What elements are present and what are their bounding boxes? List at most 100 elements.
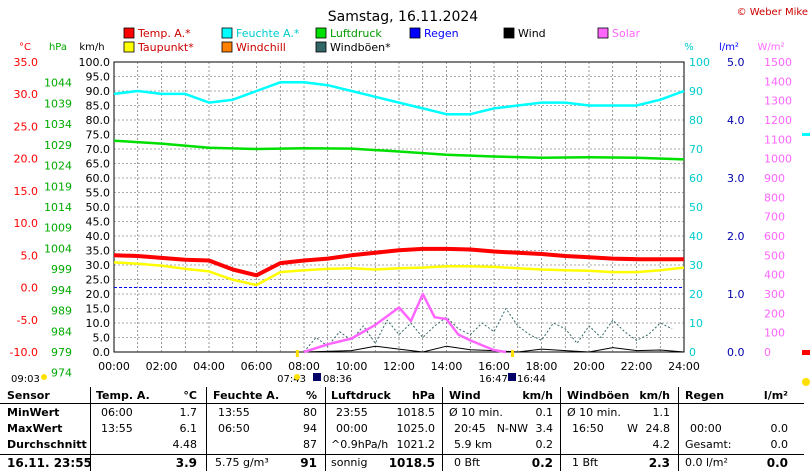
humidity-tick-label: 20 (689, 288, 703, 301)
cur-wind-time: 0 Bft (454, 456, 481, 469)
pressure-tick-label: 994 (51, 284, 72, 297)
max-hum-val: 94 (303, 422, 317, 435)
max-wind-dir: N-NW (496, 422, 528, 435)
x-tick-label: 12:00 (383, 360, 415, 373)
solar-tick-label: 700 (764, 211, 785, 224)
pressure-tick-label: 1039 (44, 97, 72, 110)
wind-tick-label: 65.0 (86, 158, 111, 171)
temp-marker (802, 350, 810, 355)
solar-tick-label: 500 (764, 249, 785, 262)
legend-swatch (503, 27, 515, 39)
hdr-hum: Feuchte A. (213, 389, 280, 402)
solar-tick-label: 600 (764, 230, 785, 243)
humidity-tick-label: 40 (689, 230, 703, 243)
solar-unit-label: W/m² (757, 42, 784, 53)
wind-tick-label: 15.0 (86, 303, 111, 316)
cur-rain-time: 0.0 l/m² (685, 456, 728, 469)
min-press-time: 23:55 (336, 406, 368, 419)
min-wind-time: Ø 10 min. (449, 406, 503, 419)
pressure-tick-label: 974 (51, 367, 72, 380)
cur-gust-time: 1 Bft (572, 456, 599, 469)
x-tick-label: 22:00 (621, 360, 653, 373)
min-press-val: 1018.5 (396, 406, 436, 419)
moonset-label: 16:44 (517, 374, 546, 385)
legend-swatch (123, 27, 135, 39)
min-gust-val: 1.1 (652, 406, 671, 419)
legend-swatch (221, 41, 233, 53)
x-tick-label: 16:00 (478, 360, 510, 373)
weather-chart: Samstag, 16.11.2024 © Weber Mike °C hPa … (10, 7, 810, 386)
wind-tick-label: 50.0 (86, 201, 111, 214)
cur-wind-val: 0.2 (531, 456, 553, 470)
legend-label: Windböen* (330, 41, 391, 54)
legend-swatch (315, 27, 327, 39)
rain-tick-label: 1.0 (727, 288, 745, 301)
humidity-tick-label: 0 (689, 346, 696, 359)
min-gust-time: Ø 10 min. (567, 406, 621, 419)
wind-tick-label: 75.0 (86, 129, 111, 142)
max-wind-val: 3.4 (535, 422, 554, 435)
avg-wind-time: 5.9 km (454, 438, 493, 451)
table-grid (0, 387, 804, 471)
pressure-tick-label: 1019 (44, 180, 72, 193)
pressure-tick-label: 999 (51, 263, 72, 276)
gust-series (303, 308, 673, 353)
legend-swatch (221, 27, 233, 39)
max-gust-time: 16:50 (572, 422, 604, 435)
hdr-gust: Windböen (567, 389, 630, 402)
legend-label: Regen (424, 27, 459, 40)
x-tick-label: 18:00 (526, 360, 558, 373)
wind-tick-label: 35.0 (86, 245, 111, 258)
max-hum-time: 06:50 (218, 422, 250, 435)
humidity-tick-label: 100 (689, 56, 710, 69)
cur-press-time: sonnig (331, 456, 368, 469)
moon-icon (313, 373, 321, 381)
legend: Temp. A.* Feuchte A.* Luftdruck Regen Wind So… (123, 27, 641, 54)
cur-rain-val: 0.0 (766, 456, 788, 470)
pressure-series (113, 139, 685, 161)
legend-label: Wind (518, 27, 546, 40)
temp-tick-label: 5.0 (21, 249, 39, 262)
hdr-rain-unit: l/m² (763, 389, 788, 402)
wind-tick-label: 95.0 (86, 71, 111, 84)
avg-press-time: ^0.9hPa/h (331, 438, 389, 451)
solar-series (303, 292, 507, 354)
legend-label: Windchill (236, 41, 286, 54)
rain-tick-label: 0.0 (727, 346, 745, 359)
min-hum-time: 13:55 (218, 406, 250, 419)
min-temp-time: 06:00 (101, 406, 133, 419)
max-temp-time: 13:55 (101, 422, 133, 435)
wind-tick-label: 55.0 (86, 187, 111, 200)
avg-gust-val: 4.2 (652, 438, 671, 451)
avg-press-val: 1021.2 (396, 438, 436, 451)
humidity-tick-label: 10 (689, 317, 703, 330)
humidity-unit-label: % (684, 42, 694, 53)
cur-hum-time: 5.75 g/m³ (215, 456, 269, 469)
cur-temp-val: 3.9 (175, 456, 197, 470)
temp-tick-label: 20.0 (14, 153, 39, 166)
legend-label: Temp. A.* (137, 27, 191, 40)
x-tick-label: 08:00 (288, 360, 320, 373)
hdr-sensor: Sensor (7, 389, 50, 402)
solar-tick-label: 100 (764, 327, 785, 340)
wind-tick-label: 0.0 (93, 346, 111, 359)
sun-markers: 07:43 08:36 16:47 16:44 09:03 (11, 133, 810, 386)
max-rain-time: 00:00 (690, 422, 722, 435)
pressure-tick-label: 989 (51, 305, 72, 318)
avg-temp-val: 4.48 (172, 438, 198, 451)
moonrise-label: 08:36 (323, 374, 352, 385)
x-tick-label: 14:00 (431, 360, 463, 373)
pressure-tick-label: 1004 (44, 242, 72, 255)
pressure-unit-label: hPa (49, 42, 67, 53)
max-gust-dir: W (627, 422, 638, 435)
solar-tick-label: 1300 (764, 95, 792, 108)
hdr-wind: Wind (449, 389, 481, 402)
legend-label: Luftdruck (330, 27, 382, 40)
legend-swatch (315, 41, 327, 53)
pressure-tick-label: 1029 (44, 139, 72, 152)
solar-tick-label: 1100 (764, 133, 792, 146)
rain-tick-label: 5.0 (727, 56, 745, 69)
avg-rain-time: Gesamt: (685, 438, 732, 451)
solar-tick-label: 0 (764, 346, 771, 359)
pressure-tick-label: 979 (51, 346, 72, 359)
